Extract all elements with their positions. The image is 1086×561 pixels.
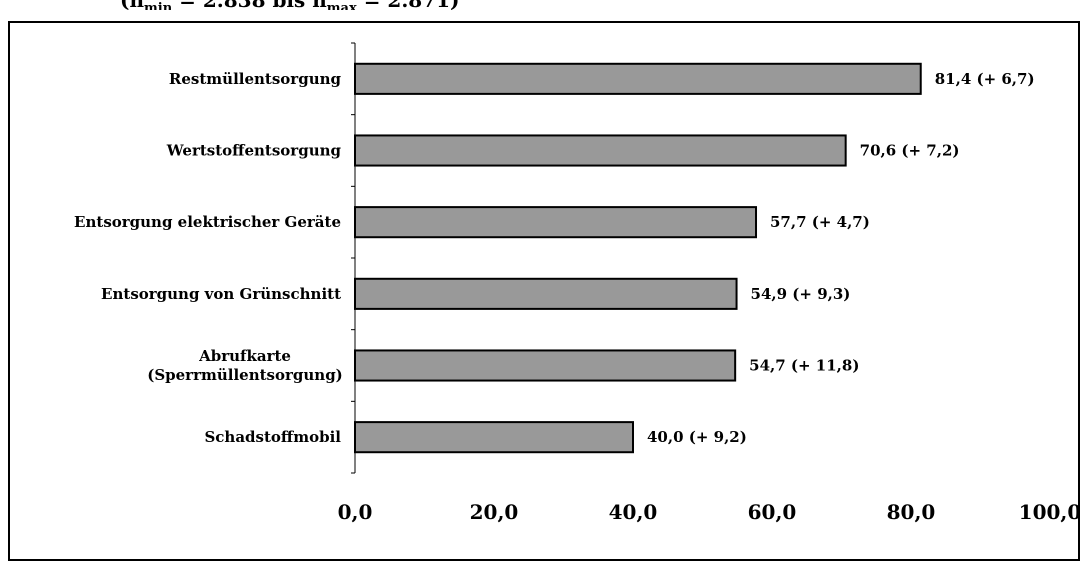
bar bbox=[354, 206, 758, 239]
data-label: 54,7 (+ 11,8) bbox=[749, 357, 859, 375]
data-label: 70,6 (+ 7,2) bbox=[860, 142, 960, 160]
category-label: Wertstoffentsorgung bbox=[166, 142, 342, 160]
bar bbox=[354, 134, 847, 167]
data-label: 40,0 (+ 9,2) bbox=[647, 428, 747, 446]
x-tick-label: 40,0 bbox=[609, 500, 658, 524]
x-tick-label: 0,0 bbox=[338, 500, 373, 524]
x-tick-label: 80,0 bbox=[887, 500, 936, 524]
category-label: Entsorgung elektrischer Geräte bbox=[74, 213, 341, 231]
x-tick-label: 100,0 bbox=[1019, 500, 1078, 524]
bar bbox=[354, 62, 922, 95]
category-label: Abrufkarte bbox=[198, 347, 291, 365]
chart-frame: Restmüllentsorgung 81,4 (+ 6,7) Wertstoffe… bbox=[8, 21, 1080, 561]
data-label: 57,7 (+ 4,7) bbox=[770, 213, 870, 231]
bar bbox=[354, 349, 737, 382]
data-label: 54,9 (+ 9,3) bbox=[751, 285, 851, 303]
category-label: Schadstoffmobil bbox=[204, 428, 341, 446]
category-label: (Sperrmüllentsorgung) bbox=[147, 366, 343, 384]
bar-chart: Restmüllentsorgung 81,4 (+ 6,7) Wertstoffe… bbox=[74, 42, 1078, 524]
bar bbox=[354, 277, 738, 310]
bar bbox=[354, 421, 634, 454]
category-label: Entsorgung von Grünschnitt bbox=[101, 285, 341, 303]
x-tick-label: 20,0 bbox=[470, 500, 519, 524]
category-label: Restmüllentsorgung bbox=[169, 70, 342, 88]
x-tick-label: 60,0 bbox=[748, 500, 797, 524]
data-label: 81,4 (+ 6,7) bbox=[935, 70, 1035, 88]
